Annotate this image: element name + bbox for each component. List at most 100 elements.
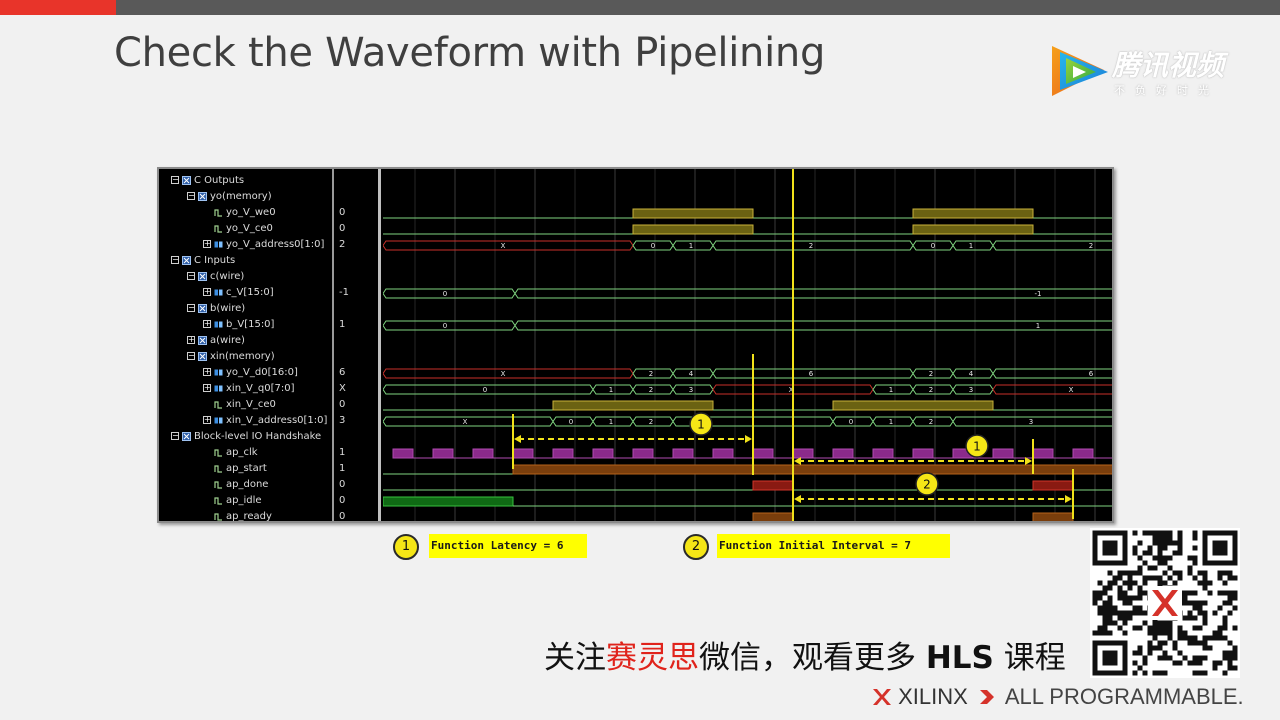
expand-icon[interactable]: + <box>203 319 211 328</box>
collapse-icon[interactable]: − <box>187 271 195 280</box>
qr-module <box>1217 530 1223 536</box>
collapse-icon[interactable]: − <box>171 255 179 264</box>
qr-module <box>1222 620 1228 626</box>
signal-row[interactable]: + a(wire) <box>187 333 245 349</box>
qr-module <box>1097 605 1103 611</box>
qr-module <box>1142 590 1148 596</box>
qr-module <box>1112 650 1118 656</box>
qr-module <box>1202 580 1208 586</box>
note-1-label: Function Latency = 6 <box>429 534 587 558</box>
qr-module <box>1162 555 1168 561</box>
collapse-icon[interactable]: − <box>187 303 195 312</box>
qr-module <box>1157 560 1163 566</box>
qr-module <box>1102 530 1108 536</box>
qr-module <box>1112 530 1118 536</box>
signal-value: 3 <box>339 415 346 426</box>
qr-module <box>1107 530 1113 536</box>
qr-module <box>1192 600 1198 606</box>
qr-module <box>1232 540 1238 546</box>
qr-module <box>1112 670 1118 676</box>
qr-module <box>1092 600 1098 606</box>
qr-module <box>1187 600 1193 606</box>
qr-module <box>1137 555 1143 561</box>
signal-row[interactable]: − C Outputs <box>171 173 244 189</box>
bit-icon <box>214 496 222 505</box>
qr-module <box>1122 630 1128 636</box>
qr-module <box>1142 580 1148 586</box>
expand-icon[interactable]: + <box>203 239 211 248</box>
arrow-head <box>1025 457 1032 465</box>
collapse-icon[interactable]: − <box>187 191 195 200</box>
signal-high-block <box>912 208 1034 219</box>
signal-row[interactable]: + yo_V_d0[16:0] <box>203 365 298 381</box>
qr-module <box>1092 640 1098 646</box>
qr-code-icon[interactable] <box>1090 528 1240 678</box>
qr-module <box>1167 535 1173 541</box>
qr-module <box>1122 640 1128 646</box>
qr-module <box>1157 555 1163 561</box>
qr-module <box>1122 560 1128 566</box>
signal-row[interactable]: ap_ready <box>203 509 272 521</box>
waveform-canvas[interactable]: X 0 1 2 0 1 2 0 -1 0 1 X 2 4 6 2 4 6 0 1 2 3 X 1 2 3 X X 0 1 2 0 1 2 3 1 1 2 <box>383 169 1114 521</box>
qr-module <box>1217 635 1223 641</box>
signal-row[interactable]: − Block-level IO Handshake <box>171 429 321 445</box>
signal-row[interactable]: − b(wire) <box>187 301 245 317</box>
qr-module <box>1107 620 1113 626</box>
note-2-label: Function Initial Interval = 7 <box>717 534 950 558</box>
signal-row[interactable]: yo_V_ce0 <box>203 221 273 237</box>
qr-module <box>1222 545 1228 551</box>
signal-row[interactable]: ap_done <box>203 477 268 493</box>
qr-module <box>1102 670 1108 676</box>
bus-segment <box>514 320 1112 331</box>
signal-row[interactable]: yo_V_we0 <box>203 205 276 221</box>
expand-icon[interactable]: + <box>203 287 211 296</box>
signal-row[interactable]: − C Inputs <box>171 253 235 269</box>
qr-module <box>1232 545 1238 551</box>
qr-module <box>1162 540 1168 546</box>
signal-row[interactable]: xin_V_ce0 <box>203 397 276 413</box>
signal-row[interactable]: − xin(memory) <box>187 349 275 365</box>
signal-row[interactable]: − c(wire) <box>187 269 244 285</box>
signal-row[interactable]: − yo(memory) <box>187 189 272 205</box>
signal-row[interactable]: + b_V[15:0] <box>203 317 274 333</box>
qr-module <box>1222 625 1228 631</box>
collapse-icon[interactable]: − <box>187 351 195 360</box>
expand-icon[interactable]: + <box>187 335 195 344</box>
expand-icon[interactable]: + <box>203 383 211 392</box>
signal-row[interactable]: ap_idle <box>203 493 262 509</box>
signal-high-block <box>912 224 1034 235</box>
qr-module <box>1122 535 1128 541</box>
qr-module <box>1107 595 1113 601</box>
qr-module <box>1162 545 1168 551</box>
expand-icon[interactable]: + <box>203 367 211 376</box>
bus-value-label: 2 <box>649 386 653 394</box>
signal-row[interactable]: + xin_V_q0[7:0] <box>203 381 294 397</box>
qr-module <box>1122 555 1128 561</box>
bus-icon <box>214 321 223 327</box>
qr-module <box>1162 535 1168 541</box>
collapse-icon[interactable]: − <box>171 175 179 184</box>
waveform-viewer[interactable]: − C Outputs − yo(memory) yo_V_we0 yo_V_ce0 + yo… <box>157 167 1114 523</box>
collapse-icon[interactable]: − <box>171 431 179 440</box>
qr-module <box>1142 660 1148 666</box>
qr-module <box>1172 660 1178 666</box>
qr-module <box>1172 580 1178 586</box>
signal-row[interactable]: + xin_V_address0[1:0] <box>203 413 327 429</box>
bus-value-label: -1 <box>1035 290 1042 298</box>
qr-module <box>1212 610 1218 616</box>
qr-module <box>1117 575 1123 581</box>
arrow-head <box>794 457 801 465</box>
qr-module <box>1197 655 1203 661</box>
qr-module <box>1132 530 1138 536</box>
qr-module <box>1132 595 1138 601</box>
signal-row[interactable]: ap_clk <box>203 445 258 461</box>
qr-module <box>1192 545 1198 551</box>
qr-module <box>1157 625 1163 631</box>
qr-module <box>1192 575 1198 581</box>
signal-row[interactable]: ap_start <box>203 461 267 477</box>
signal-row[interactable]: + c_V[15:0] <box>203 285 274 301</box>
expand-icon[interactable]: + <box>203 415 211 424</box>
signal-name: C Inputs <box>194 255 236 266</box>
qr-module <box>1202 570 1208 576</box>
signal-row[interactable]: + yo_V_address0[1:0] <box>203 237 324 253</box>
